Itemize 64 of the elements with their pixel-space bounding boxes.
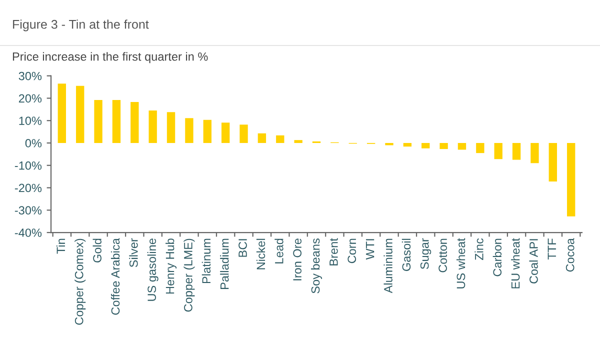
x-tick-label: Copper (Comex) [74, 238, 86, 325]
bar [440, 142, 448, 150]
bar [512, 142, 521, 160]
bar [148, 110, 157, 143]
bar [185, 118, 194, 143]
x-tick-label: Aluminium [384, 238, 392, 294]
bar [94, 100, 102, 143]
x-tick-label: Iron Ore [293, 238, 302, 280]
bar [203, 120, 212, 143]
y-tick-label: 30% [18, 72, 42, 80]
x-tick-label: BCI [238, 239, 247, 257]
x-tick-label: Lead [274, 238, 284, 264]
y-tick-label: 20% [18, 94, 42, 103]
x-tick-label: Gasoil [402, 238, 411, 271]
x-tick-label: EU wheat [511, 238, 520, 288]
x-tick-label: Palladium [220, 238, 229, 289]
bar [258, 133, 266, 143]
bar [58, 84, 66, 143]
x-tick-label: Copper (LME) [184, 238, 195, 312]
bar [403, 142, 412, 147]
x-tick-label: US wheat [456, 238, 466, 288]
x-tick-label: Zinc [474, 238, 484, 260]
y-tick-label: 0% [25, 139, 42, 148]
x-tick-label: Tin [56, 238, 65, 254]
bar [130, 102, 139, 143]
y-tick-label: 10% [19, 116, 42, 125]
x-tick-label: Cocoa [566, 238, 574, 272]
y-tick-label: -20% [14, 184, 42, 192]
y-tick-label: -10% [14, 161, 42, 170]
x-tick-label: Coffee Arabica [110, 238, 120, 315]
x-tick-label: Corn [348, 238, 356, 264]
bar [385, 142, 394, 146]
y-tick-label: -40% [14, 228, 42, 237]
bar [422, 142, 430, 148]
bar [276, 135, 284, 143]
x-tick-label: Henry Hub [166, 238, 177, 294]
x-tick-label: Carbon [492, 238, 502, 276]
bar [548, 142, 557, 182]
bar [294, 140, 302, 143]
chart-title: Figure 3 - Tin at the front [13, 20, 149, 32]
chart-subtitle: Price increase in the first quarter in % [12, 52, 208, 64]
bar [166, 112, 176, 143]
bar [530, 142, 539, 164]
bar [76, 86, 84, 143]
x-tick-label: Gold [92, 238, 102, 262]
x-tick-label: Cotton [438, 238, 447, 272]
x-tick-label: Platinum [202, 238, 211, 284]
x-tick-label: Brent [330, 238, 338, 266]
x-tick-label: Nickel [256, 238, 266, 270]
bar [494, 142, 502, 160]
x-tick-label: Coal API [529, 239, 538, 284]
x-tick-label: US gasoline [147, 238, 158, 301]
bar [221, 122, 230, 143]
bar [112, 100, 121, 143]
x-tick-label: Silver [129, 238, 138, 268]
bar [566, 142, 576, 216]
bar [240, 124, 248, 143]
x-tick-label: Sugar [420, 238, 432, 270]
bar [458, 142, 466, 150]
x-tick-label: TTF [548, 238, 556, 260]
y-tick-label: -30% [14, 206, 42, 215]
bar [476, 142, 484, 154]
x-tick-label: Soy beans [310, 238, 322, 294]
x-tick-label: WTI [366, 239, 374, 260]
